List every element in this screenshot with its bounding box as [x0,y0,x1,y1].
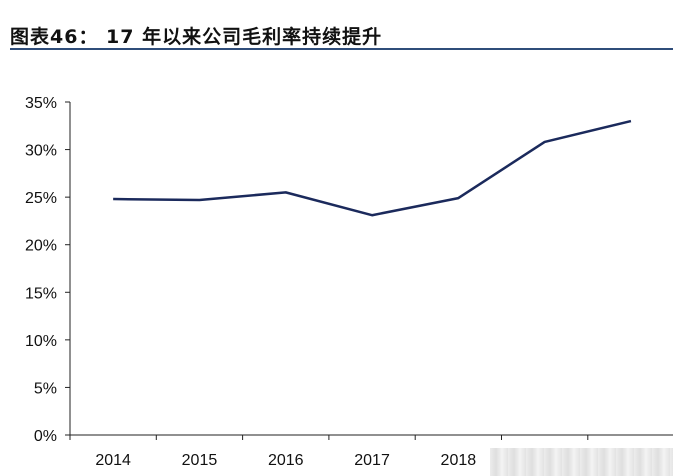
y-axis: 0% 5% 10% 15% 20% 25% 30% 35% [25,95,71,445]
y-tick-label: 15% [25,285,57,302]
y-tick-label: 25% [25,190,57,207]
x-tick-label: 2016 [268,452,304,469]
y-tick-label: 10% [25,333,57,350]
series-line [113,119,632,217]
x-tick-label: 2017 [354,452,390,469]
series-layer [113,119,632,217]
x-axis: 2014 2015 2016 2017 2018 [69,434,673,469]
x-tick-label: 2014 [95,452,131,469]
chart-title-bar: 图表46： 17 年以来公司毛利率持续提升 [10,18,673,50]
y-tick-label: 20% [25,238,57,255]
y-tick-label: 35% [25,95,57,112]
y-tick-label: 0% [34,428,57,445]
redacted-watermark [490,448,673,476]
x-tick-label: 2015 [182,452,218,469]
chart-title: 图表46： 17 年以来公司毛利率持续提升 [10,26,383,48]
y-tick-label: 30% [25,143,57,160]
y-tick-label: 5% [34,380,57,397]
x-tick-label: 2018 [441,452,477,469]
